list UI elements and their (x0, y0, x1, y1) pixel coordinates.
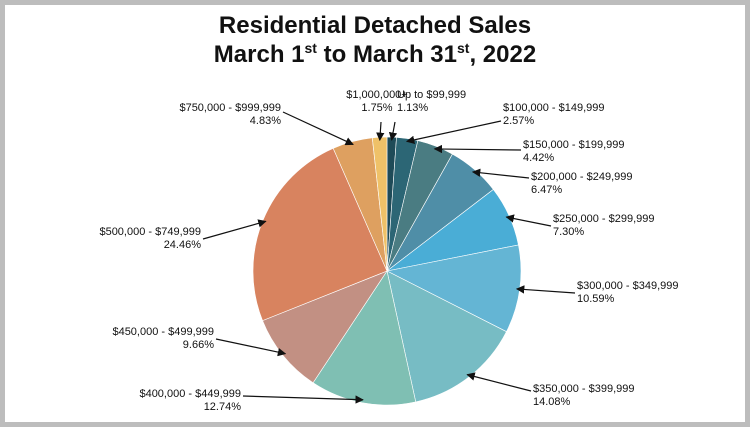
title-line-2-end: , 2022 (469, 41, 537, 68)
slice-percentage: 4.42% (523, 152, 554, 164)
leader-arrow (376, 121, 385, 142)
leader-arrow (242, 395, 364, 404)
slice-percentage: 14.08% (533, 396, 571, 408)
leader-arrow (405, 120, 502, 145)
title-line-2: March 1st to March 31st, 2022 (5, 40, 745, 69)
slice-percentage: 6.47% (531, 184, 562, 196)
title-superscript-1: st (304, 40, 317, 56)
pie-slices (252, 136, 522, 406)
leader-arrow (505, 214, 552, 227)
slice-label: $350,000 - $399,999 (533, 383, 635, 395)
slice-label: $200,000 - $249,999 (531, 171, 633, 183)
leader-arrow (215, 338, 287, 357)
title-line-2-middle: to March 31 (316, 41, 457, 68)
slice-percentage: 2.57% (503, 115, 534, 127)
leader-arrow (282, 111, 354, 146)
slice-label: $750,000 - $999,999 (179, 102, 281, 114)
slice-percentage: 7.30% (553, 226, 584, 238)
slice-label: $1,000,000+ (346, 89, 407, 101)
title-superscript-2: st (457, 40, 470, 56)
slice-percentage: 24.46% (164, 239, 202, 251)
slice-percentage: 9.66% (183, 339, 214, 351)
slice-percentage: 4.83% (250, 115, 281, 127)
chart-title: Residential Detached Sales March 1st to … (5, 11, 745, 69)
slice-label: $300,000 - $349,999 (577, 280, 679, 292)
slice-label: $400,000 - $449,999 (139, 388, 241, 400)
slice-percentage: 1.13% (397, 102, 428, 114)
title-line-2-start: March 1 (213, 41, 305, 68)
leader-arrow (466, 372, 532, 392)
title-line-1: Residential Detached Sales (218, 12, 532, 39)
slice-percentage: 1.75% (361, 102, 392, 114)
slice-label: Up to $99,999 (397, 89, 466, 101)
slice-label: $450,000 - $499,999 (112, 326, 214, 338)
leader-arrow (515, 285, 576, 294)
leader-arrow (471, 168, 530, 179)
leader-arrow (388, 121, 398, 141)
slice-percentage: 10.59% (577, 293, 615, 305)
slice-percentage: 12.74% (204, 401, 242, 413)
slice-label: $100,000 - $149,999 (503, 102, 605, 114)
slice-label: $250,000 - $299,999 (553, 213, 655, 225)
leader-arrow (202, 219, 267, 240)
slice-label: $500,000 - $749,999 (99, 226, 201, 238)
leader-arrow (433, 144, 522, 154)
slice-label: $150,000 - $199,999 (523, 139, 625, 151)
